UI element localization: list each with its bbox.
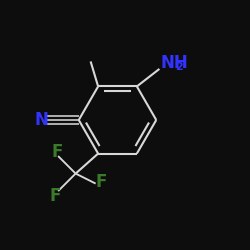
Text: N: N bbox=[35, 111, 49, 129]
Text: F: F bbox=[50, 186, 61, 204]
Text: F: F bbox=[96, 173, 107, 191]
Text: NH: NH bbox=[160, 54, 188, 72]
Text: 2: 2 bbox=[175, 62, 183, 72]
Text: F: F bbox=[51, 142, 62, 160]
